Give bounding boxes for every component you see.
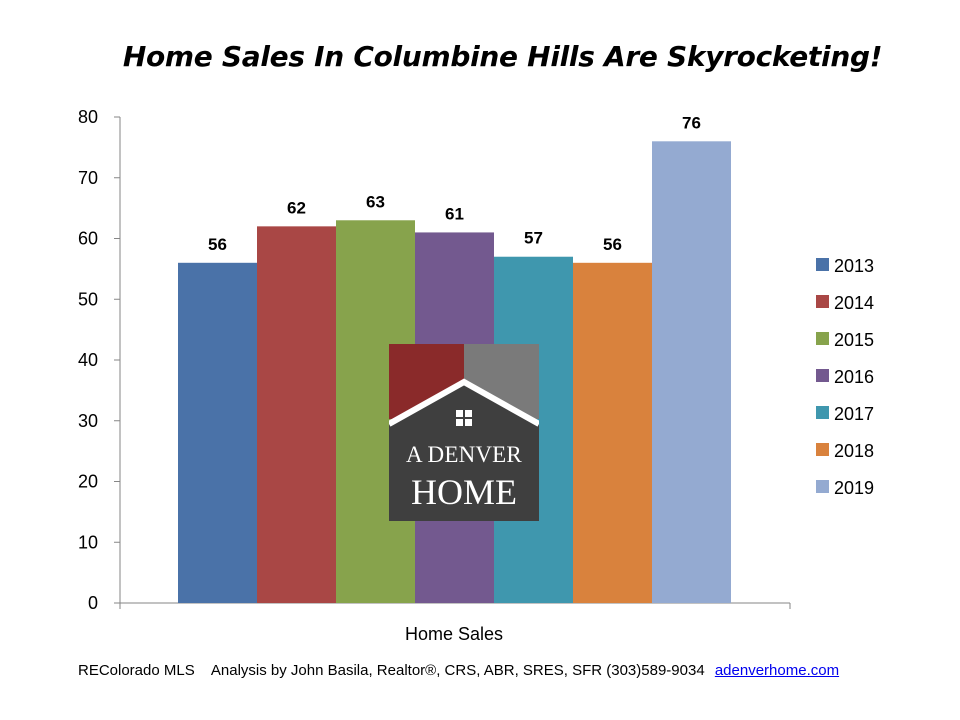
chart-title: Home Sales In Columbine Hills Are Skyroc… <box>122 40 883 73</box>
data-label-2015: 63 <box>366 192 385 211</box>
bar-2013 <box>178 262 257 603</box>
logo-house-body <box>389 382 539 521</box>
y-tick-label: 80 <box>78 107 98 127</box>
data-label-2018: 56 <box>603 235 622 254</box>
y-tick-label: 70 <box>78 168 98 188</box>
legend-label-2015: 2015 <box>834 330 874 350</box>
legend-label-2016: 2016 <box>834 367 874 387</box>
legend-swatch-2018 <box>816 443 829 456</box>
logo-window-icon <box>456 410 472 426</box>
y-tick-label: 30 <box>78 411 98 431</box>
legend-swatch-2017 <box>816 406 829 419</box>
footer-source: REColorado MLS <box>78 662 195 679</box>
bar-2019 <box>652 141 731 604</box>
legend-label-2018: 2018 <box>834 441 874 461</box>
x-axis-category-label: Home Sales <box>405 624 503 644</box>
bar-2014 <box>257 226 336 603</box>
legend-swatch-2019 <box>816 480 829 493</box>
data-label-2016: 61 <box>445 204 464 223</box>
legend-swatch-2014 <box>816 295 829 308</box>
data-label-2014: 62 <box>287 198 306 217</box>
logo-text-line1: A DENVER <box>406 442 522 467</box>
y-tick-label: 40 <box>78 350 98 370</box>
legend-swatch-2013 <box>816 258 829 271</box>
logo-text-line2: HOME <box>411 472 517 512</box>
logo-roofline <box>389 378 539 427</box>
legend-label-2017: 2017 <box>834 404 874 424</box>
footer-credit: Analysis by John Basila, Realtor®, CRS, … <box>210 662 705 679</box>
data-label-2013: 56 <box>208 235 227 254</box>
legend-label-2013: 2013 <box>834 256 874 276</box>
y-tick-label: 60 <box>78 229 98 249</box>
footer-website-link[interactable]: adenverhome.com <box>714 662 840 679</box>
legend-swatch-2015 <box>816 332 829 345</box>
house-logo-icon <box>389 344 539 521</box>
legend-label-2019: 2019 <box>834 478 874 498</box>
legend-label-2014: 2014 <box>834 293 874 313</box>
legend-swatch-2016 <box>816 369 829 382</box>
a-denver-home-logo: A DENVER HOME <box>389 344 539 521</box>
data-label-2017: 57 <box>524 229 543 248</box>
y-tick-label: 50 <box>78 289 98 309</box>
y-tick-label: 0 <box>88 593 98 613</box>
y-tick-label: 20 <box>78 472 98 492</box>
bar-2018 <box>573 262 652 603</box>
y-tick-label: 10 <box>78 532 98 552</box>
footer: REColorado MLS Analysis by John Basila, … <box>78 662 839 679</box>
data-label-2019: 76 <box>682 113 701 132</box>
